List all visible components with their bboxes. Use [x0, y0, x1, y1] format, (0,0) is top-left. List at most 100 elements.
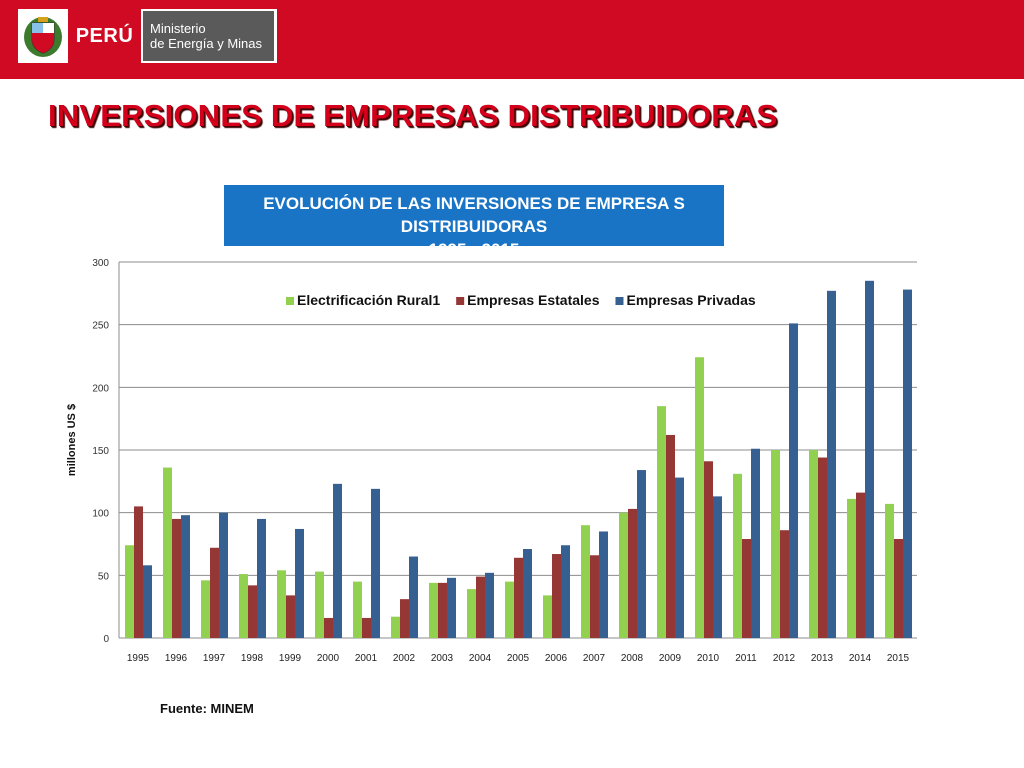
x-tick-label: 2001: [355, 653, 378, 664]
bar-empresas-privadas-2015: [903, 289, 912, 638]
y-axis-label: millones US $: [66, 404, 78, 476]
bar-electrificaci-n-rural1-2015: [885, 503, 894, 638]
bar-empresas-estatales-2014: [856, 492, 865, 638]
y-tick-label: 50: [98, 571, 110, 582]
slide-title: INVERSIONES DE EMPRESAS DISTRIBUIDORAS: [48, 98, 778, 133]
y-tick-label: 200: [92, 383, 109, 394]
bar-empresas-estatales-2013: [818, 457, 827, 638]
ministry-line-2: de Energía y Minas: [150, 36, 263, 51]
bar-electrificaci-n-rural1-2012: [771, 450, 780, 638]
x-tick-label: 2002: [393, 653, 416, 664]
x-tick-label: 2011: [735, 653, 757, 664]
x-tick-label: 2006: [545, 653, 568, 664]
x-tick-label: 1997: [203, 653, 226, 664]
bar-empresas-privadas-2010: [713, 496, 722, 638]
bar-electrificaci-n-rural1-2014: [847, 498, 856, 638]
bar-empresas-estatales-2004: [476, 576, 485, 638]
bar-electrificaci-n-rural1-1998: [239, 574, 248, 638]
bar-empresas-estatales-2005: [514, 557, 523, 638]
x-tick-label: 2009: [659, 653, 682, 664]
legend-swatch: [615, 297, 624, 305]
legend-label: Empresas Estatales: [467, 292, 600, 308]
bar-empresas-estatales-1995: [134, 506, 143, 638]
bar-empresas-estatales-2009: [666, 434, 675, 638]
x-tick-label: 2012: [773, 653, 796, 664]
legend-swatch: [456, 297, 465, 305]
bar-electrificaci-n-rural1-2009: [657, 406, 666, 638]
x-tick-label: 2015: [887, 653, 910, 664]
bar-empresas-privadas-1999: [295, 528, 304, 638]
bar-empresas-privadas-2012: [789, 323, 798, 638]
x-tick-label: 2000: [317, 653, 340, 664]
ministry-line-1: Ministerio: [150, 21, 206, 36]
bar-empresas-privadas-2005: [523, 549, 532, 638]
x-tick-label: 2003: [431, 653, 454, 664]
bar-empresas-privadas-2001: [371, 488, 380, 638]
bar-electrificaci-n-rural1-2006: [543, 595, 552, 638]
bar-electrificaci-n-rural1-1996: [163, 467, 172, 638]
bar-empresas-privadas-1996: [181, 515, 190, 638]
bar-electrificaci-n-rural1-2010: [695, 357, 704, 638]
x-tick-label: 2004: [469, 653, 492, 664]
bar-empresas-estatales-1997: [210, 547, 219, 638]
bar-electrificaci-n-rural1-2005: [505, 581, 514, 638]
bar-empresas-estatales-1996: [172, 518, 181, 638]
x-tick-label: 1998: [241, 653, 264, 664]
bar-empresas-privadas-2000: [333, 483, 342, 638]
bar-empresas-estatales-2000: [324, 617, 333, 638]
bar-electrificaci-n-rural1-2002: [391, 616, 400, 638]
bar-empresas-privadas-2007: [599, 531, 608, 638]
bar-electrificaci-n-rural1-1997: [201, 580, 210, 638]
bar-empresas-estatales-2003: [438, 582, 447, 638]
bar-electrificaci-n-rural1-1999: [277, 570, 286, 638]
bar-empresas-privadas-2003: [447, 577, 456, 638]
bar-empresas-estatales-2010: [704, 461, 713, 638]
bar-empresas-privadas-2011: [751, 448, 760, 638]
x-tick-label: 2007: [583, 653, 606, 664]
bar-empresas-privadas-2008: [637, 470, 646, 638]
bar-empresas-privadas-2006: [561, 545, 570, 638]
bar-electrificaci-n-rural1-2001: [353, 581, 362, 638]
x-tick-label: 1999: [279, 653, 302, 664]
legend-label: Electrificación Rural1: [297, 292, 440, 308]
bar-empresas-estatales-1999: [286, 595, 295, 638]
bar-empresas-estatales-2015: [894, 538, 903, 638]
bar-empresas-estatales-2011: [742, 538, 751, 638]
x-tick-label: 1995: [127, 653, 150, 664]
bar-empresas-privadas-2002: [409, 556, 418, 638]
y-tick-label: 0: [103, 634, 109, 645]
bar-empresas-privadas-1997: [219, 512, 228, 638]
bar-empresas-estatales-2012: [780, 530, 789, 638]
bar-empresas-estatales-1998: [248, 585, 257, 638]
chart-title-line-1: EVOLUCIÓN DE LAS INVERSIONES DE EMPRESA …: [263, 194, 685, 236]
bar-empresas-privadas-2009: [675, 477, 684, 638]
bar-empresas-estatales-2001: [362, 617, 371, 638]
x-tick-label: 2010: [697, 653, 720, 664]
legend-label: Empresas Privadas: [626, 292, 755, 308]
ministry-name: Ministerio de Energía y Minas: [143, 11, 274, 61]
bar-electrificaci-n-rural1-2000: [315, 571, 324, 638]
legend-swatch: [286, 297, 294, 305]
bar-electrificaci-n-rural1-2011: [733, 473, 742, 638]
bar-empresas-privadas-1995: [143, 565, 152, 638]
bar-empresas-estatales-2008: [628, 508, 637, 638]
y-tick-label: 250: [92, 321, 109, 332]
x-tick-label: 2008: [621, 653, 644, 664]
peru-label: PERÚ: [68, 9, 141, 63]
bar-empresas-privadas-2004: [485, 572, 494, 638]
x-tick-label: 2013: [811, 653, 834, 664]
x-tick-label: 1996: [165, 653, 188, 664]
bar-electrificaci-n-rural1-2003: [429, 582, 438, 638]
y-tick-label: 100: [92, 509, 109, 520]
bar-empresas-estatales-2007: [590, 555, 599, 638]
bar-electrificaci-n-rural1-2013: [809, 450, 818, 638]
bar-electrificaci-n-rural1-2004: [467, 589, 476, 638]
coat-of-arms-icon: [24, 17, 62, 57]
y-tick-label: 150: [92, 446, 109, 457]
bar-empresas-privadas-2013: [827, 290, 836, 638]
bar-empresas-estatales-2002: [400, 599, 409, 638]
x-tick-label: 2014: [849, 653, 872, 664]
bar-empresas-privadas-2014: [865, 280, 874, 638]
chart-title-line-2: 1995 - 2015: [428, 240, 520, 259]
